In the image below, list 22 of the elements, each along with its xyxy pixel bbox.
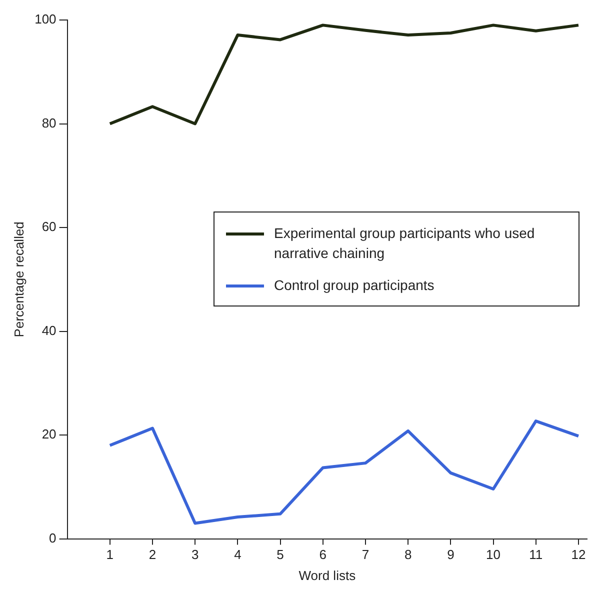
x-tick-label: 12 [571,547,586,562]
x-tick-label: 3 [191,547,199,562]
x-tick-label: 9 [447,547,454,562]
y-axis-title: Percentage recalled [11,222,26,338]
x-tick-label: 1 [106,547,114,562]
x-tick-label: 7 [362,547,370,562]
y-tick-label: 100 [34,12,56,27]
x-tick-label: 5 [276,547,284,562]
x-tick-label: 2 [148,547,156,562]
y-tick-label: 80 [42,115,56,130]
x-tick-label: 10 [486,547,501,562]
x-tick-label: 6 [319,547,326,562]
x-axis-title: Word lists [298,568,356,583]
x-tick-label: 11 [529,547,543,562]
y-tick-label: 60 [42,219,56,234]
y-tick-label: 20 [42,426,56,442]
x-tick-label: 4 [234,547,242,562]
y-tick-label: 40 [42,322,56,338]
y-tick-label: 0 [49,530,56,546]
legend-label: Experimental group participants who used narrative chaining [274,224,535,261]
x-tick-label: 8 [404,547,412,562]
legend-label: Control group participants [274,276,434,293]
